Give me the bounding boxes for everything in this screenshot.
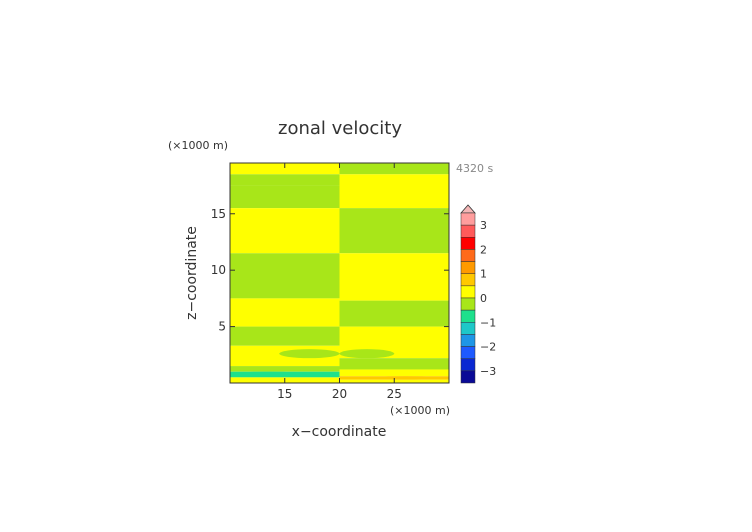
contour-band	[339, 174, 449, 209]
time-label: 4320 s	[456, 162, 493, 175]
colorbar-swatch	[460, 322, 476, 335]
colorbar-swatch	[460, 334, 476, 347]
y-unit-label: (×1000 m)	[168, 139, 228, 152]
contour-feature	[361, 376, 450, 380]
colorbar-swatch	[460, 309, 476, 323]
colorbar-swatch	[460, 285, 476, 299]
colorbar-tick-label: −3	[480, 365, 496, 378]
contour-band	[230, 208, 340, 254]
colorbar-swatch	[460, 370, 476, 384]
colorbar-swatch	[460, 237, 476, 250]
x-axis-label: x−coordinate	[292, 424, 387, 440]
contour-band	[230, 326, 340, 346]
contour-band	[230, 366, 340, 372]
colorbar: 3 2 1 0 −1 −2 −3	[460, 204, 496, 384]
contour-band	[339, 358, 449, 370]
y-tick-label: 5	[218, 320, 226, 334]
colorbar-swatch	[460, 297, 476, 311]
colorbar-tick-label: 1	[480, 268, 487, 281]
colorbar-tick-label: −1	[480, 316, 496, 329]
contour-feature	[279, 349, 340, 359]
colorbar-swatch	[460, 346, 476, 359]
x-unit-label: (×1000 m)	[390, 404, 450, 417]
contour-band	[230, 253, 340, 299]
contour-feature	[339, 349, 395, 359]
y-tick-label: 15	[211, 207, 226, 221]
x-tick-label: 20	[332, 387, 347, 401]
contour-band	[339, 300, 449, 327]
colorbar-swatch	[460, 212, 476, 226]
contour-field	[230, 163, 450, 383]
contour-band	[230, 298, 340, 327]
colorbar-swatch	[460, 358, 476, 372]
colorbar-tick-label: 3	[480, 219, 487, 232]
x-tick-label: 25	[387, 387, 402, 401]
contour-band	[339, 208, 449, 254]
y-axis-label: z−coordinate	[184, 226, 200, 320]
colorbar-swatch	[460, 273, 476, 287]
y-tick-label: 10	[211, 263, 226, 277]
plot-axes: 15 20 25 5 10 15	[211, 162, 450, 401]
colorbar-swatch	[460, 224, 476, 238]
contour-band	[230, 185, 340, 209]
colorbar-tick-label: 0	[480, 292, 487, 305]
colorbar-tick-label: −2	[480, 341, 496, 354]
contour-band	[339, 163, 449, 175]
contour-band	[230, 163, 340, 175]
contour-feature	[230, 371, 307, 377]
contour-band	[339, 253, 449, 301]
chart-title: zonal velocity	[278, 118, 402, 139]
contour-band	[230, 174, 340, 186]
colorbar-extend-triangle	[460, 204, 476, 214]
colorbar-swatch	[460, 261, 476, 274]
x-tick-label: 15	[277, 387, 292, 401]
colorbar-tick-label: 2	[480, 243, 487, 256]
contour-band	[339, 369, 449, 377]
colorbar-swatch	[460, 249, 476, 262]
